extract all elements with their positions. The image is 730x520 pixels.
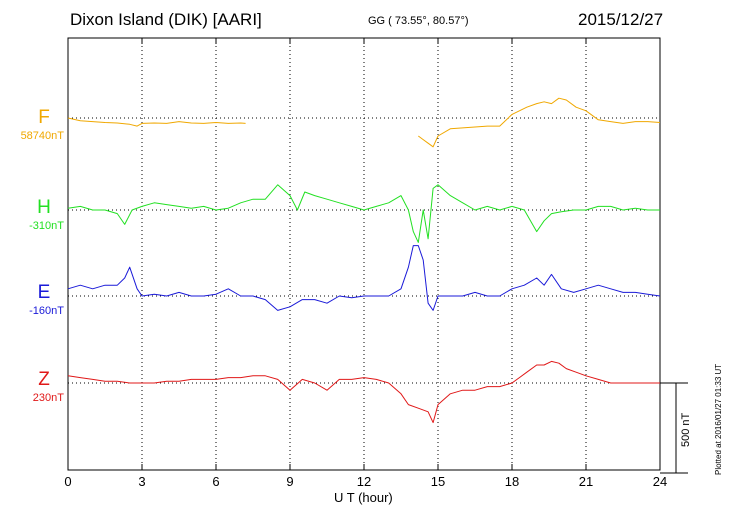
x-tick-label: 15 — [430, 474, 446, 489]
series-baseline-z: 230nT — [32, 392, 64, 404]
series-name-e: E — [37, 282, 51, 303]
series-baseline-e: -160nT — [29, 305, 64, 317]
chart-date: 2015/12/27 — [578, 10, 664, 29]
x-tick-label: 21 — [578, 474, 594, 489]
series-line-e — [67, 245, 661, 311]
plotted-timestamp: Plotted at 2016/01/27 01:33 UT — [714, 363, 723, 475]
x-tick-label: 0 — [64, 474, 72, 489]
x-tick-label: 3 — [138, 474, 146, 489]
series-baseline-f: 58740nT — [20, 130, 64, 142]
series-line-f — [67, 97, 661, 148]
series-name-z: Z — [38, 369, 50, 390]
station-coordinates: GG ( 73.55°, 80.57°) — [368, 15, 469, 27]
series-line-z — [67, 360, 660, 424]
series-baseline-h: -310nT — [29, 220, 64, 232]
series-line-h — [67, 184, 660, 243]
series-name-h: H — [37, 197, 51, 218]
x-tick-label: 9 — [286, 474, 294, 489]
x-tick-label: 12 — [356, 474, 372, 489]
x-tick-label: 24 — [652, 474, 668, 489]
x-axis-title: U T (hour) — [334, 490, 393, 505]
scale-bar-label: 500 nT — [680, 412, 692, 447]
x-tick-label: 18 — [504, 474, 520, 489]
x-tick-label: 6 — [212, 474, 220, 489]
series-name-f: F — [38, 107, 50, 128]
chart-title: Dixon Island (DIK) [AARI] — [70, 10, 262, 29]
